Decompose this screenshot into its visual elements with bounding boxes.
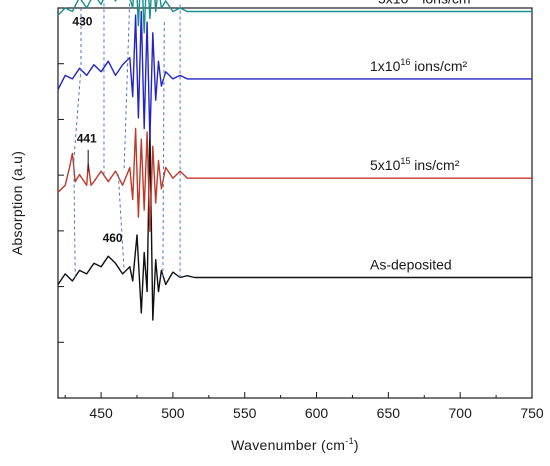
peak-label-7: 460: [103, 231, 123, 245]
series-layer: As-deposited 5x1015 ins/cm² 1x1016 ions/cm…: [57, 0, 532, 321]
dashed-guide-5: [123, 0, 131, 172]
peak-label-5: 430: [72, 15, 92, 29]
plot-area: [57, 7, 533, 399]
series-line-0: [57, 127, 532, 321]
x-tick-label: 750: [520, 405, 544, 421]
series-label-2: 1x1016 ions/cm²: [370, 57, 467, 74]
series-label-0: As-deposited: [370, 256, 452, 272]
dashed-guides: [73, 0, 181, 278]
plot-frame: [57, 7, 533, 399]
series-line-1: [57, 127, 532, 233]
x-tick-label: 600: [305, 405, 329, 421]
y-axis-title: Absorption (a.u): [9, 151, 25, 255]
series-label-3: 5x1016 ions/cm²: [378, 0, 475, 7]
peak-label-6: 441: [77, 132, 97, 146]
dashed-guide-6: [162, 22, 165, 278]
x-tick-label: 700: [449, 405, 473, 421]
x-tick-label: 450: [89, 405, 113, 421]
series-line-2: [57, 10, 532, 140]
x-tick-label: 500: [161, 405, 185, 421]
dashed-guide-4: [117, 174, 125, 271]
annotation-layer: 435450470482510430441460: [72, 15, 123, 245]
dashed-guide-0: [73, 160, 76, 278]
x-axis-title: Wavenumber (cm-1): [231, 436, 359, 453]
x-axis-ticks: 450 500 550 600 650 700 750: [58, 63, 544, 421]
x-tick-label: 650: [377, 405, 401, 421]
dashed-guide-1: [73, 68, 82, 161]
series-label-1: 5x1015 ins/cm²: [370, 156, 460, 173]
series-line-3: [57, 0, 532, 34]
x-tick-label: 550: [233, 405, 257, 421]
